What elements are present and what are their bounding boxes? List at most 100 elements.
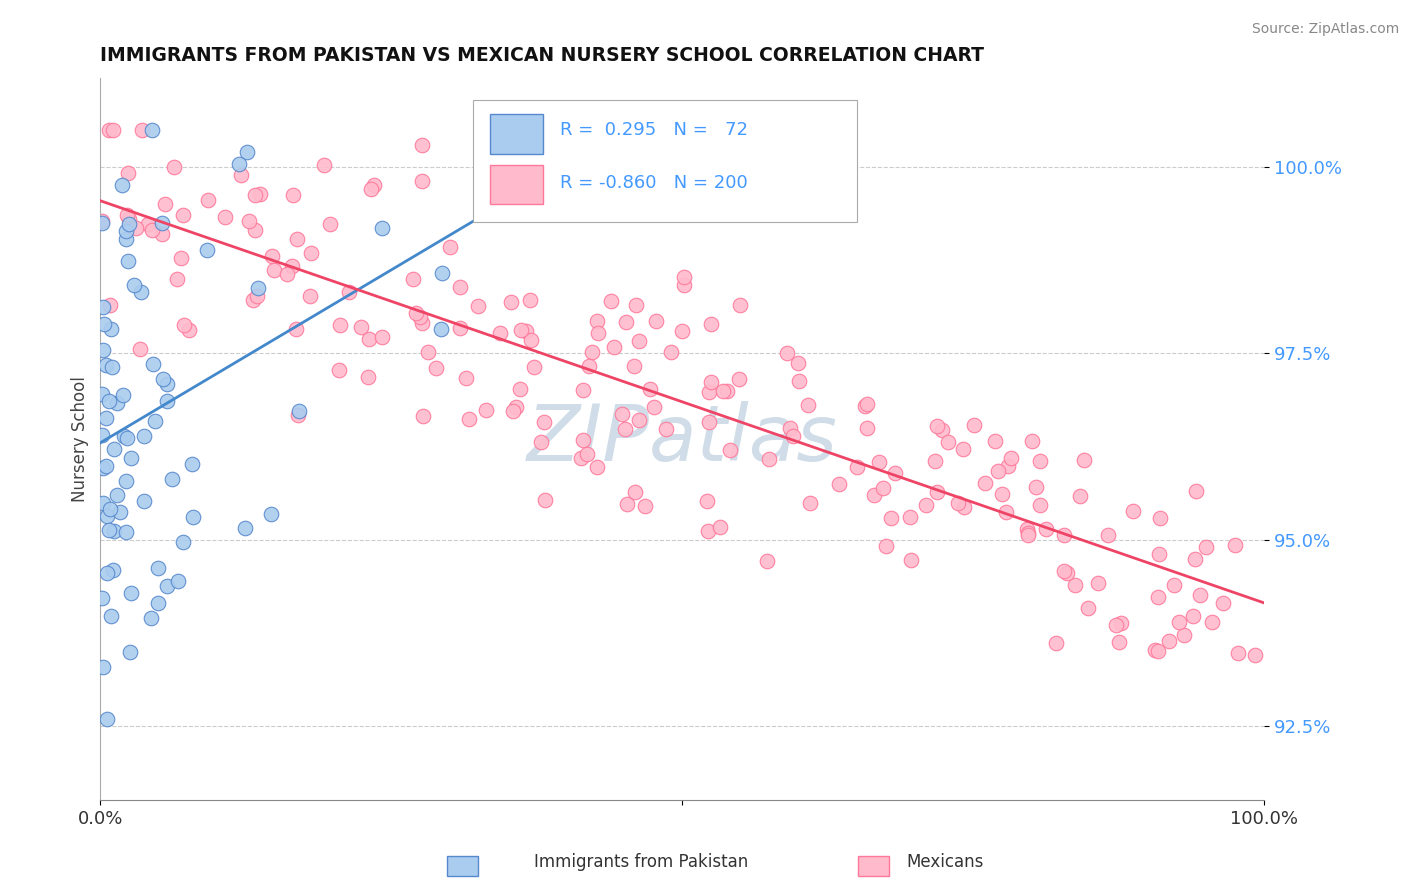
- Point: [581, 344, 603, 359]
- Point: [534, 492, 557, 507]
- Point: [884, 466, 907, 480]
- Point: [93, 317, 115, 331]
- Point: [787, 356, 810, 370]
- Point: [1087, 575, 1109, 590]
- Point: [489, 326, 512, 340]
- Point: [1056, 566, 1078, 581]
- Point: [467, 299, 489, 313]
- Point: [1212, 596, 1234, 610]
- Point: [432, 266, 454, 280]
- Point: [1227, 646, 1250, 660]
- Point: [699, 385, 721, 400]
- Point: [634, 499, 657, 513]
- Point: [299, 289, 322, 303]
- Point: [146, 596, 169, 610]
- Point: [247, 281, 270, 295]
- Point: [90, 387, 112, 401]
- Point: [120, 586, 142, 600]
- Point: [90, 216, 112, 230]
- Point: [520, 334, 543, 348]
- Point: [134, 429, 156, 443]
- Point: [709, 520, 731, 534]
- Point: [172, 208, 194, 222]
- Point: [118, 217, 141, 231]
- Point: [782, 428, 804, 442]
- Point: [505, 401, 527, 415]
- Point: [115, 431, 138, 445]
- Point: [276, 267, 298, 281]
- Point: [314, 158, 336, 172]
- Point: [599, 293, 621, 308]
- Point: [1189, 588, 1212, 602]
- Point: [337, 285, 360, 300]
- Point: [779, 421, 801, 435]
- Point: [672, 277, 695, 292]
- Point: [962, 418, 984, 433]
- Point: [197, 194, 219, 208]
- Point: [475, 402, 498, 417]
- Point: [863, 488, 886, 502]
- Point: [357, 370, 380, 384]
- Point: [645, 314, 668, 328]
- Point: [515, 324, 537, 338]
- Point: [405, 306, 427, 320]
- Point: [924, 454, 946, 468]
- Point: [110, 178, 132, 192]
- Text: IMMIGRANTS FROM PAKISTAN VS MEXICAN NURSERY SCHOOL CORRELATION CHART: IMMIGRANTS FROM PAKISTAN VS MEXICAN NURS…: [100, 46, 984, 65]
- Point: [1144, 643, 1167, 657]
- Point: [134, 493, 156, 508]
- Point: [128, 342, 150, 356]
- Point: [936, 435, 959, 450]
- Point: [868, 455, 890, 469]
- Point: [1147, 644, 1170, 658]
- Point: [183, 510, 205, 524]
- Point: [585, 314, 607, 328]
- Text: Mexicans: Mexicans: [907, 853, 984, 871]
- Point: [952, 442, 974, 456]
- Point: [994, 506, 1017, 520]
- Point: [1147, 547, 1170, 561]
- Point: [1017, 523, 1039, 537]
- FancyBboxPatch shape: [491, 114, 543, 153]
- Point: [430, 322, 453, 336]
- Point: [1182, 608, 1205, 623]
- Point: [329, 318, 352, 332]
- Point: [872, 481, 894, 495]
- Point: [108, 505, 131, 519]
- Point: [228, 157, 250, 171]
- Point: [301, 246, 323, 260]
- Point: [370, 330, 392, 344]
- Text: ZIPatlas: ZIPatlas: [527, 401, 838, 477]
- Point: [728, 298, 751, 312]
- Point: [416, 345, 439, 359]
- Text: R = -0.860   N = 200: R = -0.860 N = 200: [560, 174, 748, 192]
- Point: [997, 459, 1019, 474]
- Point: [1167, 615, 1189, 629]
- Point: [371, 221, 394, 235]
- Point: [578, 359, 600, 373]
- Point: [586, 326, 609, 340]
- Point: [915, 498, 938, 512]
- Point: [1109, 615, 1132, 630]
- Point: [1195, 541, 1218, 555]
- Point: [991, 487, 1014, 501]
- Point: [96, 712, 118, 726]
- Point: [260, 249, 283, 263]
- Point: [98, 502, 121, 516]
- Point: [572, 383, 595, 397]
- Point: [101, 123, 124, 137]
- Point: [927, 484, 949, 499]
- Point: [502, 403, 524, 417]
- Point: [229, 168, 252, 182]
- Point: [623, 484, 645, 499]
- Point: [1053, 564, 1076, 578]
- Point: [946, 496, 969, 510]
- Point: [172, 534, 194, 549]
- Point: [616, 497, 638, 511]
- Point: [984, 434, 1007, 449]
- Point: [796, 398, 818, 412]
- Point: [173, 318, 195, 332]
- Point: [412, 409, 434, 424]
- Point: [142, 357, 165, 371]
- Point: [697, 415, 720, 429]
